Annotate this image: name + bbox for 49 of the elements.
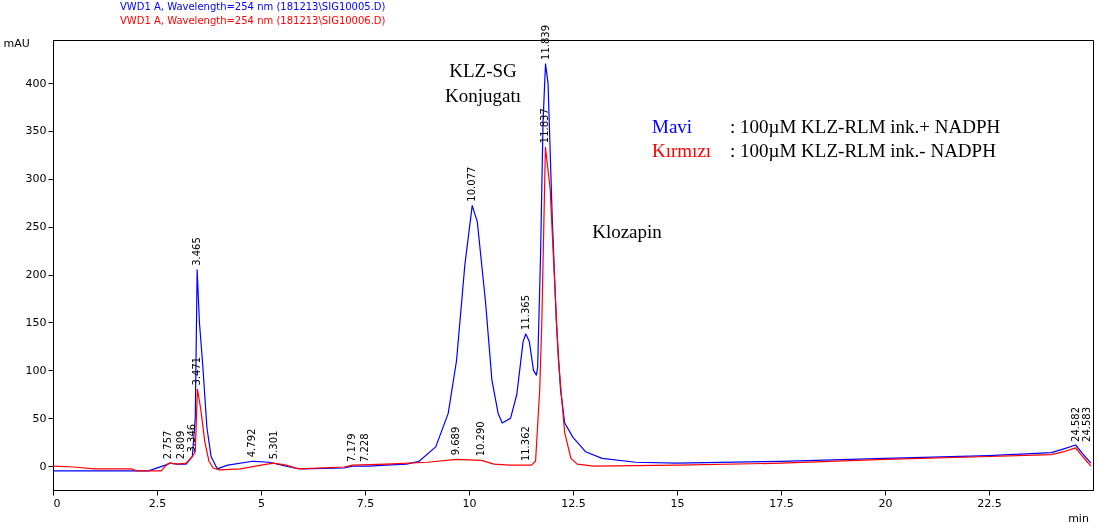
annotation: 10.077	[466, 166, 478, 202]
annotation: 5.301	[267, 430, 279, 460]
line-series	[52, 63, 1092, 472]
x-tick-label: 5	[258, 496, 265, 510]
annotation: Klozapin	[592, 221, 663, 242]
annotation: 11.362	[519, 426, 531, 462]
annotation: Mavi	[652, 116, 693, 137]
y-tick-label: 200	[25, 268, 47, 282]
line-series	[52, 146, 1092, 472]
annotation: : 100µM KLZ-RLM ink.+ NADPH	[730, 116, 1001, 137]
annotation: 11.839	[539, 24, 551, 60]
annotation: 24.583	[1080, 406, 1092, 442]
annotation: 3.465	[191, 237, 203, 266]
y-tick-label: 100	[25, 363, 47, 377]
x-tick-label: 12.5	[561, 496, 586, 510]
y-tick-label: 400	[25, 76, 47, 90]
y-tick-label: 50	[32, 411, 47, 425]
y-tick-label: 300	[25, 172, 47, 186]
annotation: 2.757	[161, 430, 173, 460]
x-tick-label: 0	[53, 496, 61, 510]
x-tick-label: 7.5	[356, 496, 375, 510]
y-tick-label: 350	[25, 124, 47, 138]
annotation: 9.689	[450, 426, 462, 456]
x-tick-label: 15	[670, 496, 685, 510]
text: VWD1 A, Wavelength=254 nm (181213\SIG10005.D)	[120, 1, 386, 12]
text: VWD1 A, Wavelength=254 nm (181213\SIG10006.D)	[120, 15, 386, 26]
annotation: 7.179	[345, 433, 357, 463]
annotation: 24.582	[1069, 406, 1081, 442]
y-tick-label: 0	[39, 459, 47, 473]
annotation: : 100µM KLZ-RLM ink.- NADPH	[730, 140, 997, 161]
x-tick-label: 10	[462, 496, 477, 510]
x-tick-label: 22.5	[977, 496, 1002, 510]
y-tick-label: 150	[25, 315, 47, 329]
annotation: 4.792	[246, 428, 258, 458]
annotation: 11.837	[539, 108, 551, 144]
x-tick-label: 20	[878, 496, 893, 510]
annotation: 11.365	[519, 294, 531, 330]
y-tick-label: 250	[25, 220, 47, 234]
annotation: Kırmızı	[652, 140, 712, 161]
annotation: KLZ-SG Konjugatı	[445, 60, 521, 106]
y-axis-title: mAU	[3, 36, 30, 50]
x-tick-label: 17.5	[769, 496, 794, 510]
annotation: 3.471	[191, 356, 203, 386]
annotation: 10.290	[475, 421, 487, 457]
annotation: 7.228	[358, 433, 370, 463]
annotation: 2.809	[174, 430, 186, 460]
x-axis-title: min	[1068, 511, 1089, 523]
annotation: 3.346	[186, 423, 198, 453]
x-tick-label: 2.5	[148, 496, 167, 510]
